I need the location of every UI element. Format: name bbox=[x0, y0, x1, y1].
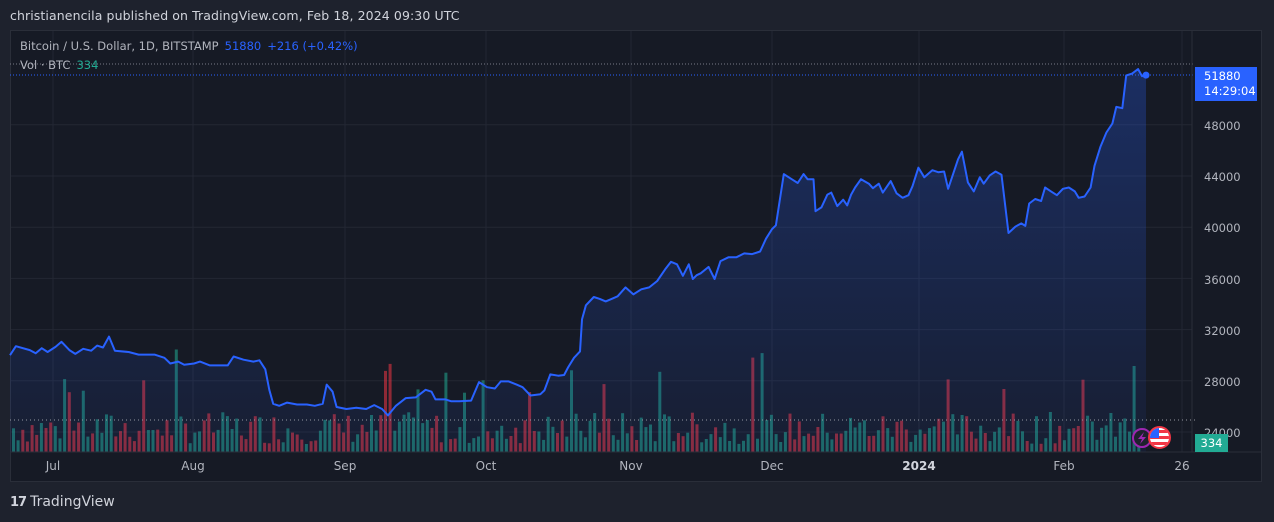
price-label-28000: 28000 bbox=[1204, 375, 1241, 389]
legend-last-price: 51880 bbox=[224, 39, 262, 53]
price-label-48000: 48000 bbox=[1204, 119, 1241, 133]
legend-change: +216 (+0.42%) bbox=[267, 39, 358, 53]
time-label-dec: Dec bbox=[760, 459, 784, 473]
symbol-title: Bitcoin / U.S. Dollar, 1D, BITSTAMP bbox=[20, 39, 219, 53]
current-price-tag: 51880 14:29:04 bbox=[1195, 67, 1257, 101]
time-label-jul: Jul bbox=[45, 459, 61, 473]
bar-countdown: 14:29:04 bbox=[1204, 84, 1256, 98]
published-by-line: christianencila published on TradingView… bbox=[10, 8, 460, 23]
last-price-dot bbox=[1142, 71, 1150, 79]
time-label-nov: Nov bbox=[619, 459, 643, 473]
volume-legend[interactable]: Vol · BTC 334 bbox=[20, 58, 98, 72]
time-label-aug: Aug bbox=[181, 459, 205, 473]
time-label-2024: 2024 bbox=[902, 459, 936, 473]
price-line bbox=[9, 68, 1147, 417]
volume-title: Vol · BTC bbox=[20, 58, 71, 72]
time-label-26: 26 bbox=[1174, 459, 1190, 473]
time-label-oct: Oct bbox=[475, 459, 497, 473]
volume-legend-value: 334 bbox=[76, 58, 99, 72]
price-label-40000: 40000 bbox=[1204, 221, 1241, 235]
price-area bbox=[10, 69, 1146, 452]
price-label-36000: 36000 bbox=[1204, 273, 1241, 287]
tradingview-logo-icon: 17 bbox=[10, 494, 27, 510]
us-flag-economic-event-icon[interactable] bbox=[1148, 426, 1171, 449]
price-label-44000: 44000 bbox=[1204, 170, 1241, 184]
volume-tag: 334 bbox=[1195, 434, 1228, 452]
symbol-legend[interactable]: Bitcoin / U.S. Dollar, 1D, BITSTAMP 51880… bbox=[20, 39, 358, 53]
price-label-32000: 32000 bbox=[1204, 324, 1241, 338]
time-label-feb: Feb bbox=[1053, 459, 1075, 473]
tradingview-footer[interactable]: 17 TradingView bbox=[10, 494, 115, 510]
current-price-value: 51880 bbox=[1204, 69, 1241, 83]
time-label-sep: Sep bbox=[333, 459, 357, 473]
tradingview-brand: TradingView bbox=[30, 494, 115, 510]
